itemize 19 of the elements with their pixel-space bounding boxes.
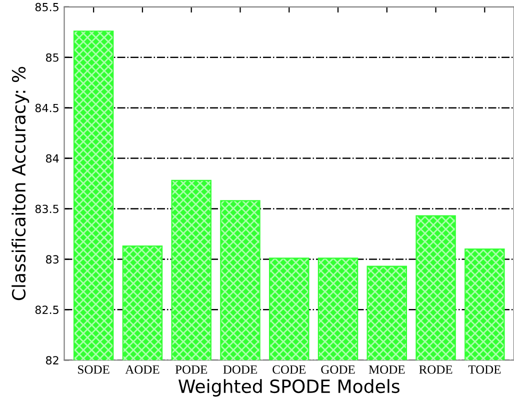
x-tick-label: MODE [368, 365, 405, 374]
y-tick-label: 84 [46, 154, 59, 163]
x-tick-label: RODE [419, 365, 452, 374]
x-tick-label: CODE [272, 365, 306, 374]
y-tick-label: 85 [46, 53, 58, 62]
y-tick-label: 82.5 [35, 306, 58, 314]
y-tick-label: 82 [46, 356, 58, 364]
y-tick-label: 84.5 [35, 104, 58, 112]
x-tick-label: TODE [468, 365, 501, 374]
x-tick-label: SODE [78, 365, 110, 374]
y-tick-label: 83 [46, 255, 58, 264]
x-tick-label: AODE [125, 365, 160, 374]
y-tick-label: 83.5 [35, 204, 58, 214]
x-tick-label: DODE [223, 365, 257, 374]
x-tick-label: PODE [175, 365, 208, 374]
y-tick-label: 85.5 [35, 2, 58, 12]
x-axis-title: Weighted SPODE Models [178, 379, 400, 397]
x-tick-label: GODE [321, 365, 355, 374]
y-axis-title: Classificaiton Accuracy: % [12, 66, 30, 300]
